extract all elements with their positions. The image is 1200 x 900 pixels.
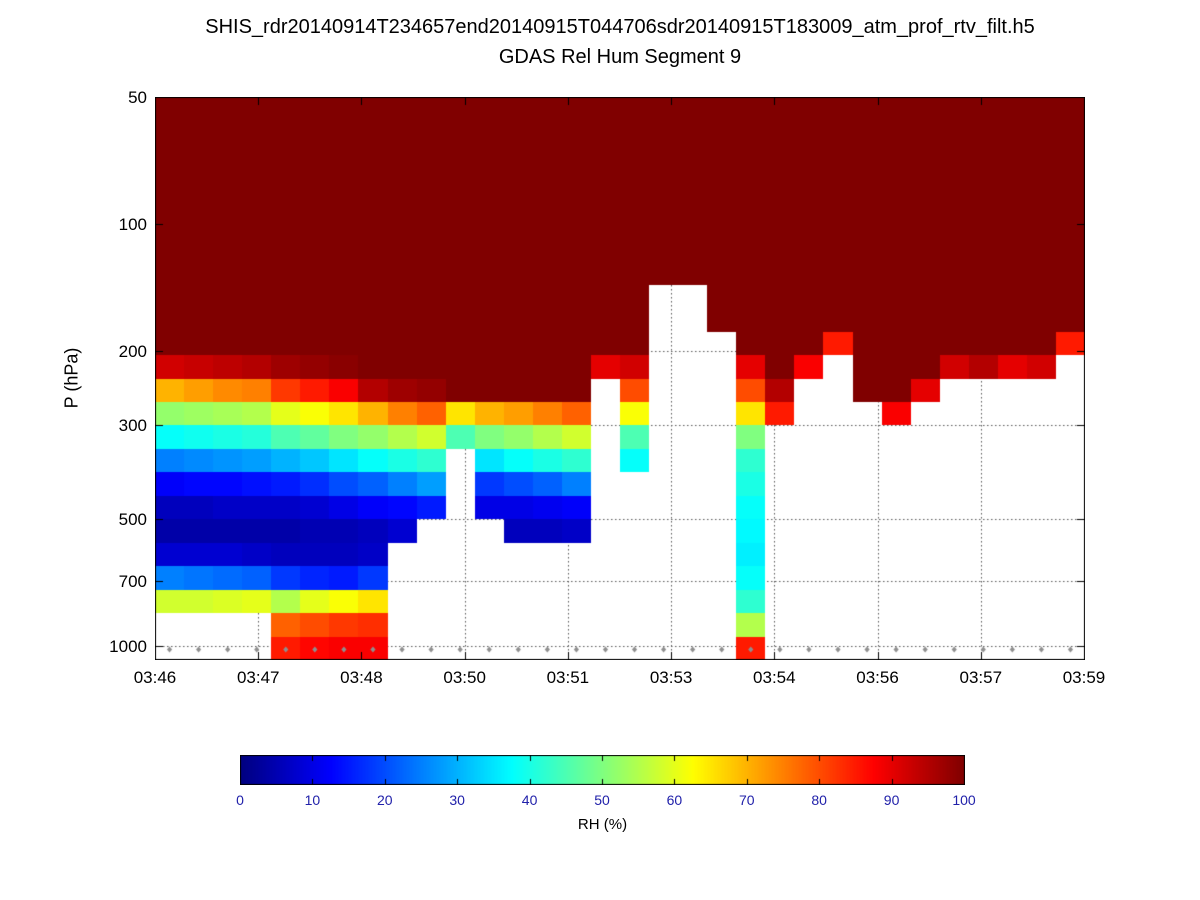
- x-tick-label: 03:56: [856, 668, 899, 687]
- colorbar-tick-labels: 0 10 20 30 40 50 60 70 80 90 100: [236, 792, 976, 810]
- heatmap-canvas: [155, 97, 1085, 660]
- x-tick-label: 03:57: [959, 668, 1003, 687]
- colorbar: [240, 755, 965, 785]
- colorbar-tick-label: 60: [666, 792, 683, 808]
- x-axis-tick-labels: 03:46 03:47 03:48 03:50 03:51 03:53 03:54 03:56…: [134, 668, 1106, 690]
- x-tick-label: 03:54: [753, 668, 796, 687]
- colorbar-tick-label: 20: [377, 792, 393, 808]
- x-tick-label: 03:46: [133, 668, 177, 687]
- y-tick-label: 200: [118, 342, 147, 361]
- colorbar-tick-label: 0: [236, 792, 244, 808]
- colorbar-tick-label: 40: [521, 792, 538, 808]
- colorbar-label: RH (%): [577, 816, 628, 833]
- y-tick-label: 500: [118, 509, 147, 529]
- plot-area: [155, 97, 1085, 660]
- colorbar-tick-label: 80: [811, 792, 827, 808]
- x-tick-label: 03:59: [1062, 668, 1106, 687]
- y-tick-label: 300: [118, 416, 147, 436]
- colorbar-tick-label: 70: [739, 792, 755, 808]
- x-tick-label: 03:53: [649, 668, 693, 687]
- x-tick-label: 03:51: [546, 668, 590, 687]
- colorbar-tick-label: 50: [594, 792, 610, 808]
- y-axis-label: P (hPa): [61, 347, 82, 409]
- y-tick-label: 700: [118, 571, 147, 591]
- figure-subtitle: GDAS Rel Hum Segment 9: [498, 46, 742, 68]
- y-tick-label: 100: [118, 215, 147, 234]
- colorbar-tick-label: 10: [304, 792, 321, 808]
- colorbar-canvas: [240, 755, 965, 785]
- x-tick-label: 03:50: [443, 668, 486, 687]
- figure-title: SHIS_rdr20140914T234657end20140915T04470…: [205, 16, 1035, 38]
- x-tick-label: 03:48: [340, 668, 383, 687]
- y-tick-label: 50: [128, 88, 147, 107]
- colorbar-tick-label: 90: [883, 792, 900, 808]
- colorbar-tick-label: 100: [952, 792, 976, 808]
- colorbar-tick-label: 30: [449, 792, 465, 808]
- x-tick-label: 03:47: [236, 668, 280, 687]
- y-axis-tick-labels: 50 100 200 300 500 700 1000: [95, 88, 147, 660]
- y-tick-label: 1000: [109, 636, 147, 656]
